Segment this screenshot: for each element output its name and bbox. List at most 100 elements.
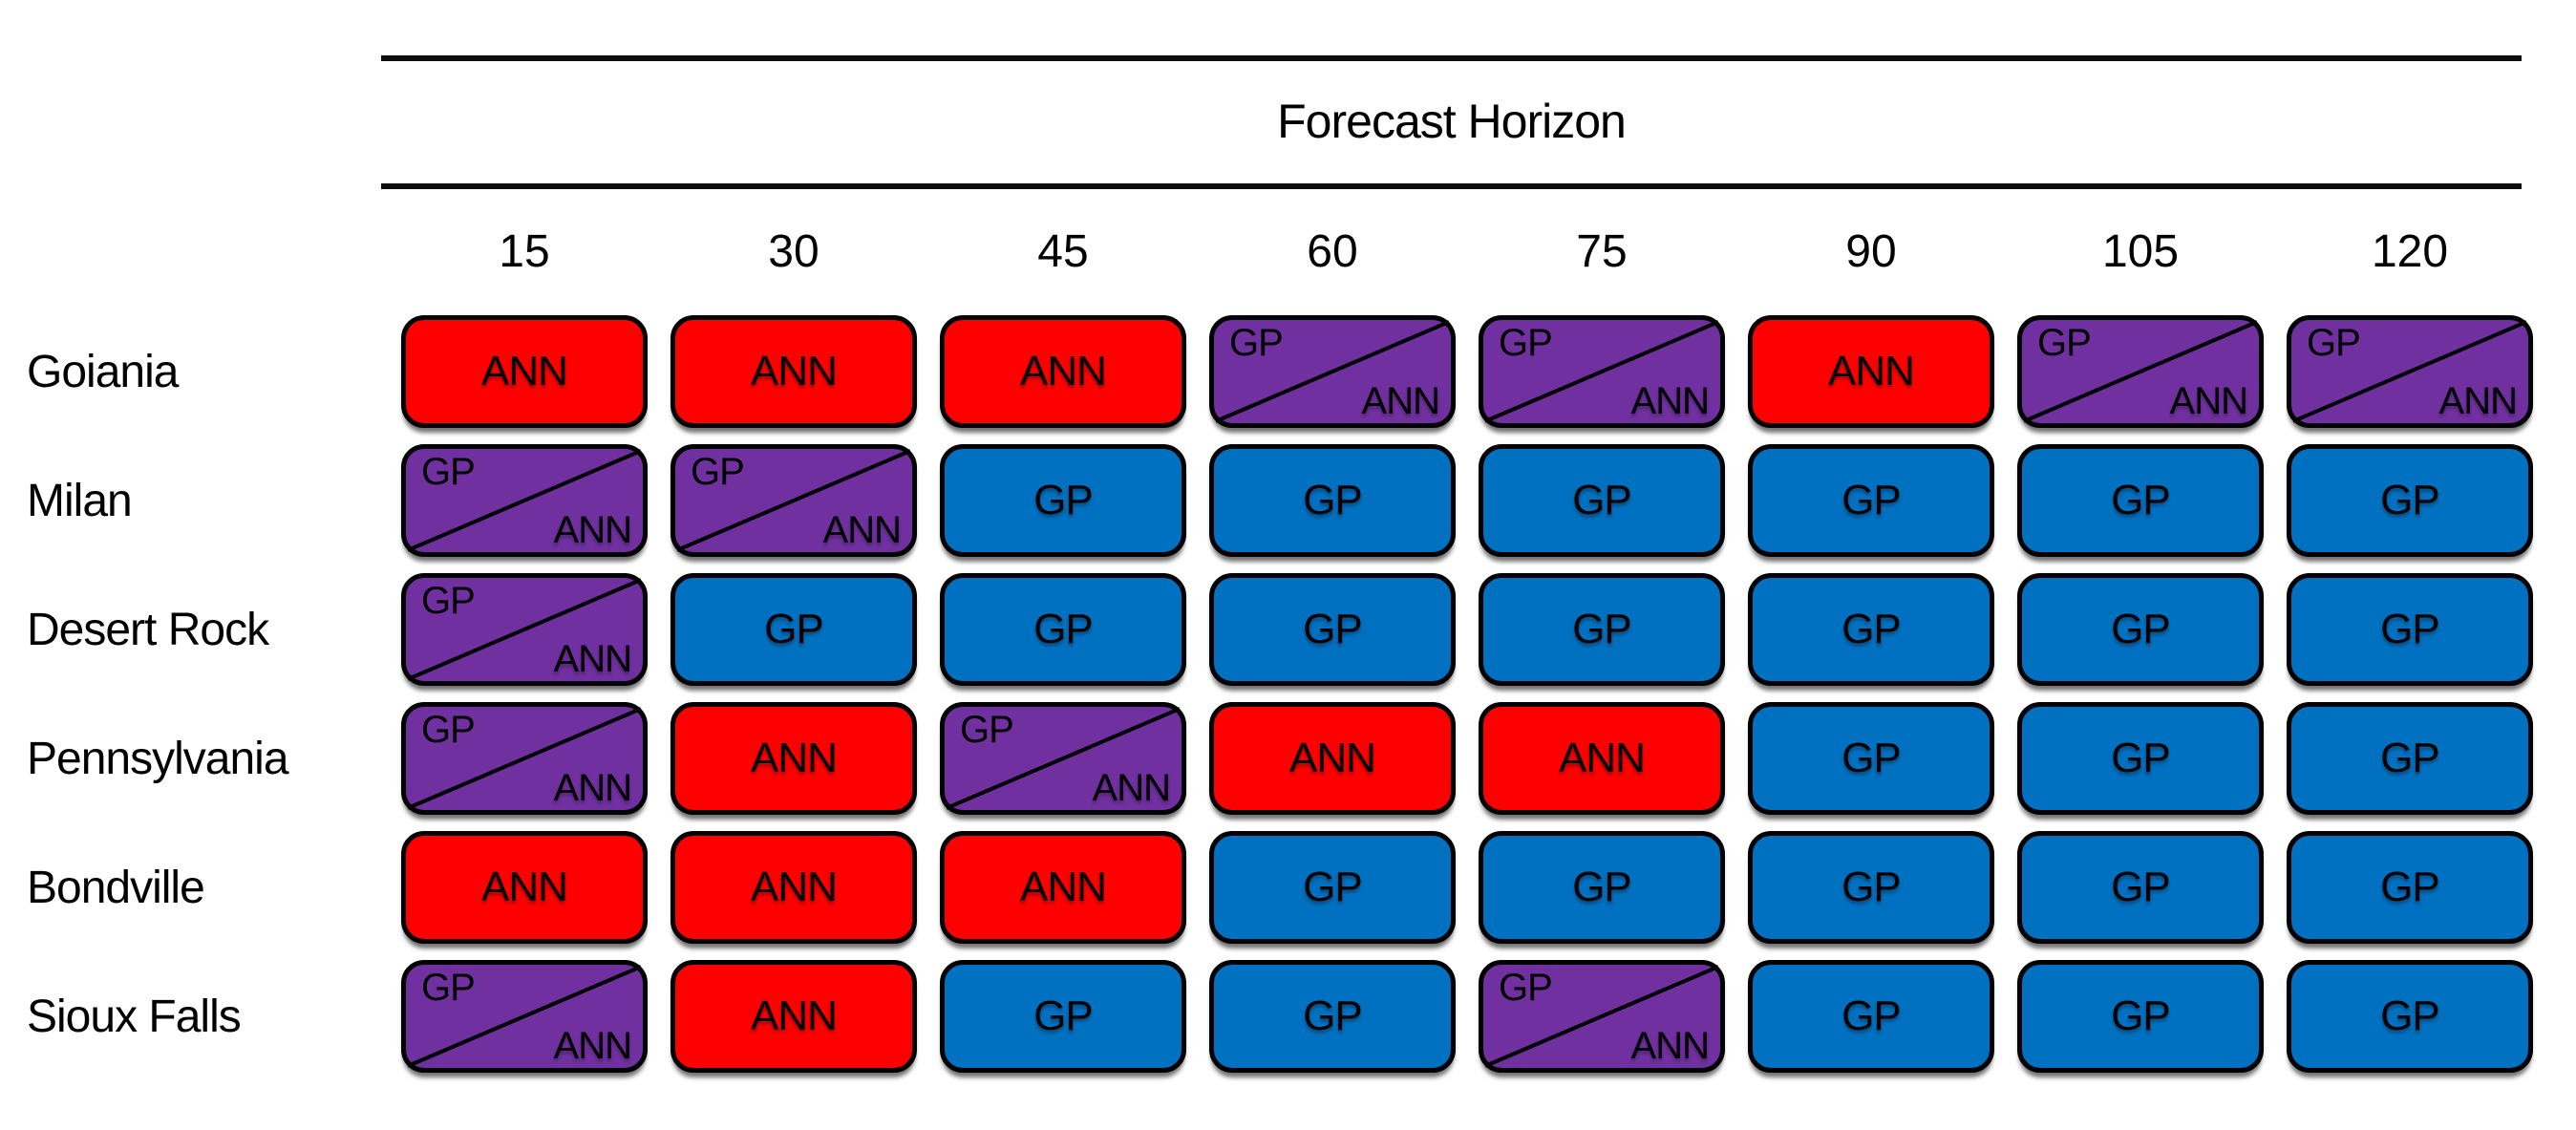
column-header: 120 bbox=[2371, 226, 2449, 277]
cell: GP bbox=[1209, 444, 1456, 557]
cell: ANN bbox=[401, 315, 648, 428]
cell-label: GP bbox=[2380, 735, 2440, 781]
cell: GP bbox=[1209, 831, 1456, 944]
cell-label: GP bbox=[2111, 735, 2171, 781]
cell-label: ANN bbox=[751, 992, 838, 1039]
cell-label: ANN bbox=[751, 863, 838, 910]
cell: GP bbox=[1479, 831, 1725, 944]
cell-label: GP bbox=[1842, 735, 1902, 781]
cell-ann-label: ANN bbox=[1092, 767, 1171, 809]
cell: GP bbox=[671, 573, 917, 686]
cell-label: GP bbox=[764, 606, 824, 652]
cell: GP ANN bbox=[1479, 960, 1725, 1073]
cell-gp-label: GP bbox=[2037, 322, 2092, 364]
cell: GP bbox=[2287, 702, 2533, 815]
cell: GP bbox=[2017, 444, 2264, 557]
cell-label: ANN bbox=[751, 348, 838, 394]
cell-ann-label: ANN bbox=[553, 767, 632, 809]
cell-label: GP bbox=[2111, 606, 2171, 652]
row-label: Goiania bbox=[27, 346, 179, 397]
cell-label: ANN bbox=[1289, 735, 1376, 781]
cell-gp-label: GP bbox=[1499, 322, 1553, 364]
cell-label: GP bbox=[1842, 477, 1902, 523]
cell-label: GP bbox=[1842, 863, 1902, 910]
cell: GP bbox=[2017, 960, 2264, 1073]
cell: GP bbox=[2287, 960, 2533, 1073]
cell-ann-label: ANN bbox=[1361, 380, 1440, 422]
cell-ann-label: ANN bbox=[553, 638, 632, 680]
column-header: 15 bbox=[499, 226, 550, 277]
row-label: Desert Rock bbox=[27, 604, 269, 655]
cell-label: GP bbox=[1572, 863, 1632, 910]
cell: GP ANN bbox=[940, 702, 1186, 815]
cell-label: GP bbox=[1303, 863, 1363, 910]
cell-label: GP bbox=[2380, 863, 2440, 910]
cell-label: GP bbox=[1033, 606, 1094, 652]
cell-gp-label: GP bbox=[421, 967, 476, 1009]
cell: GP ANN bbox=[401, 702, 648, 815]
cell: ANN bbox=[671, 960, 917, 1073]
row-label: Sioux Falls bbox=[27, 991, 242, 1042]
cell: GP bbox=[2287, 831, 2533, 944]
header-rule-top bbox=[381, 55, 2522, 61]
cell-label: GP bbox=[1033, 992, 1094, 1039]
cell: GP bbox=[1209, 573, 1456, 686]
cell: GP bbox=[940, 444, 1186, 557]
cell: ANN bbox=[940, 831, 1186, 944]
cell: GP bbox=[1748, 444, 1994, 557]
cell-label: ANN bbox=[481, 863, 568, 910]
cell: GP bbox=[2287, 573, 2533, 686]
cell-gp-label: GP bbox=[960, 709, 1014, 751]
cell-label: ANN bbox=[481, 348, 568, 394]
cell: ANN bbox=[940, 315, 1186, 428]
cell-ann-label: ANN bbox=[553, 509, 632, 551]
cell-gp-label: GP bbox=[1499, 967, 1553, 1009]
cell-label: GP bbox=[2380, 477, 2440, 523]
cell: ANN bbox=[1479, 702, 1725, 815]
cell-label: ANN bbox=[751, 735, 838, 781]
forecast-horizon-title: Forecast Horizon bbox=[1277, 95, 1627, 148]
cell: GP ANN bbox=[401, 960, 648, 1073]
cell: GP bbox=[1479, 444, 1725, 557]
column-header: 90 bbox=[1845, 226, 1897, 277]
cell-label: GP bbox=[1572, 606, 1632, 652]
cell-label: ANN bbox=[1020, 863, 1107, 910]
cell: ANN bbox=[671, 831, 917, 944]
cell: ANN bbox=[671, 702, 917, 815]
cell: GP bbox=[940, 960, 1186, 1073]
cell-gp-label: GP bbox=[421, 709, 476, 751]
cell-label: GP bbox=[1303, 477, 1363, 523]
header-rule-bottom bbox=[381, 183, 2522, 189]
cell-label: ANN bbox=[1828, 348, 1915, 394]
cell: GP bbox=[1209, 960, 1456, 1073]
cell-ann-label: ANN bbox=[1630, 380, 1710, 422]
cell-label: GP bbox=[2111, 477, 2171, 523]
cell: ANN bbox=[401, 831, 648, 944]
column-header: 45 bbox=[1037, 226, 1089, 277]
cell-label: GP bbox=[1303, 606, 1363, 652]
row-label: Milan bbox=[27, 475, 133, 526]
column-header: 30 bbox=[768, 226, 820, 277]
column-header: 105 bbox=[2101, 226, 2180, 277]
cell-ann-label: ANN bbox=[1630, 1025, 1710, 1067]
cell: GP bbox=[940, 573, 1186, 686]
cell-ann-label: ANN bbox=[2169, 380, 2248, 422]
cell: GP bbox=[2017, 573, 2264, 686]
cell: GP ANN bbox=[401, 444, 648, 557]
cell: GP bbox=[2017, 702, 2264, 815]
column-header: 60 bbox=[1307, 226, 1358, 277]
cell-gp-label: GP bbox=[421, 451, 476, 493]
cell: GP ANN bbox=[1479, 315, 1725, 428]
cell: GP ANN bbox=[671, 444, 917, 557]
cell-ann-label: ANN bbox=[822, 509, 902, 551]
cell: GP bbox=[1748, 702, 1994, 815]
cell-label: ANN bbox=[1559, 735, 1646, 781]
cell-label: GP bbox=[2380, 992, 2440, 1039]
cell-ann-label: ANN bbox=[553, 1025, 632, 1067]
cell: ANN bbox=[1748, 315, 1994, 428]
cell: GP bbox=[1479, 573, 1725, 686]
cell: GP bbox=[1748, 831, 1994, 944]
cell-label: GP bbox=[1303, 992, 1363, 1039]
cell-gp-label: GP bbox=[2307, 322, 2361, 364]
cell-label: GP bbox=[1572, 477, 1632, 523]
